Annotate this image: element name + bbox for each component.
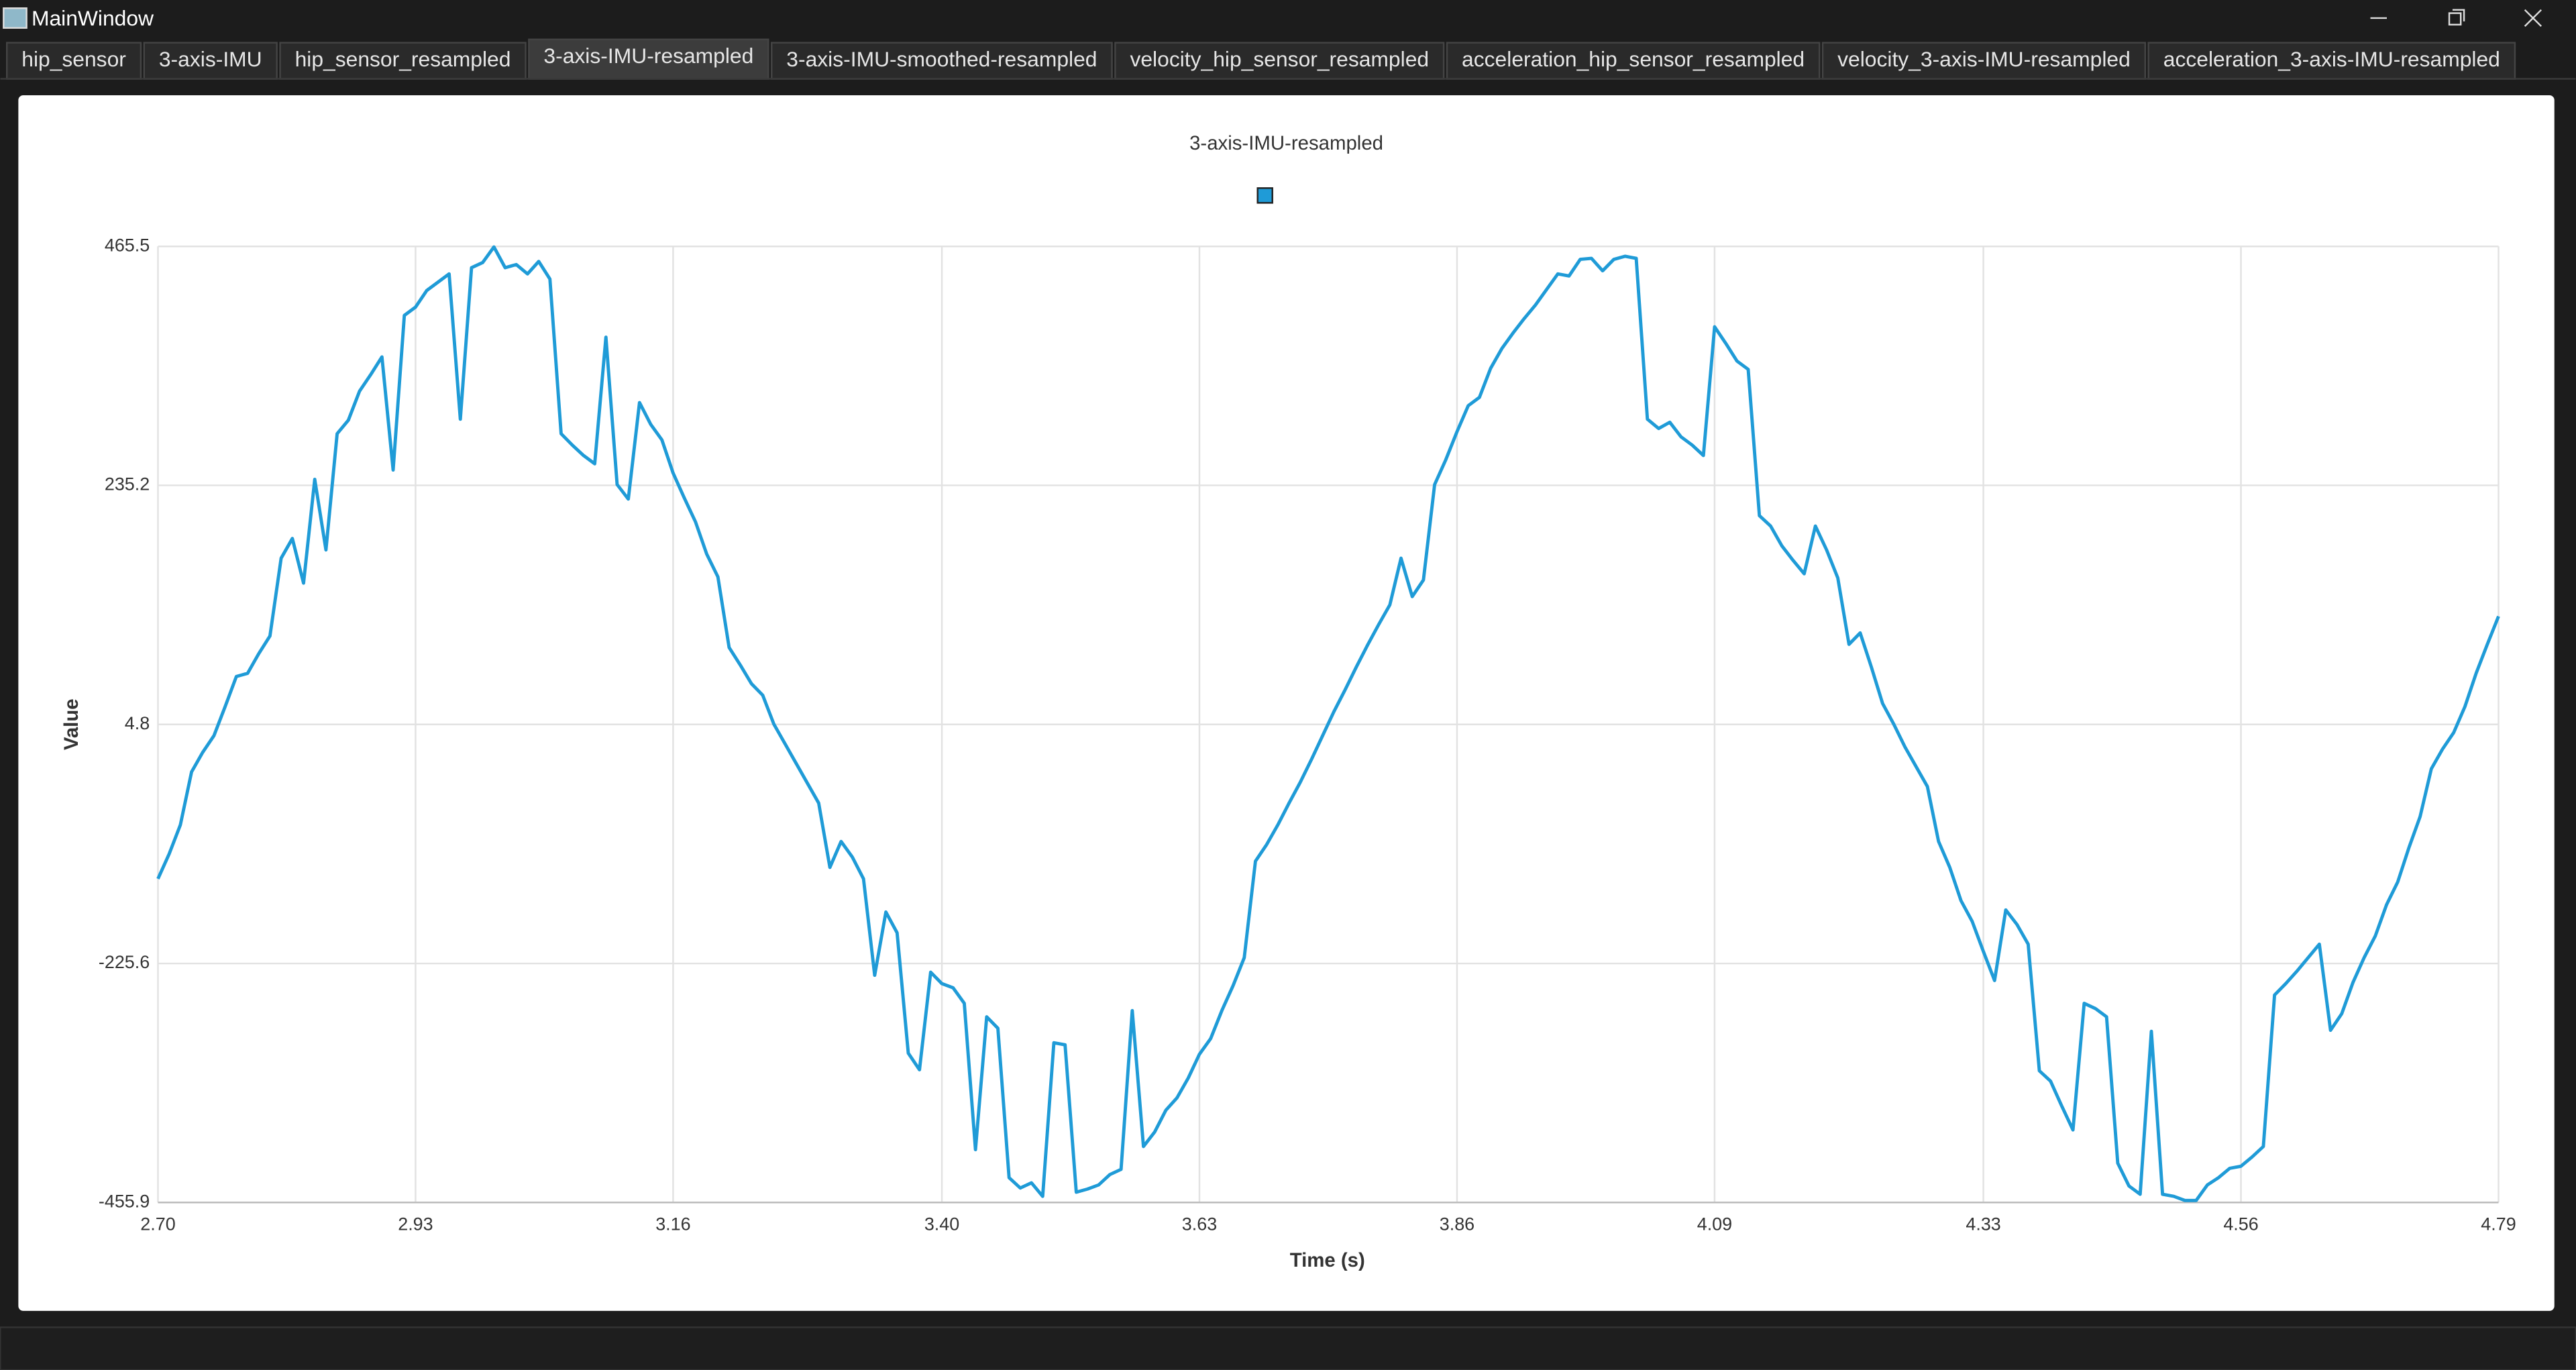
tab-background[interactable] (1114, 42, 1445, 80)
x-tick-label: 3.40 (924, 1214, 959, 1234)
tab[interactable]: velocity_3-axis-IMU-resampled (1821, 42, 2147, 80)
tab-background[interactable] (143, 42, 278, 80)
x-tick-label: 3.86 (1440, 1214, 1474, 1234)
tab[interactable]: 3-axis-IMU (143, 42, 278, 80)
x-tick-label: 2.93 (398, 1214, 433, 1234)
close-button[interactable] (2524, 9, 2542, 28)
window-title: MainWindow (32, 6, 154, 30)
y-tick-label: 235.2 (105, 474, 150, 494)
y-tick-label: 465.5 (105, 235, 150, 255)
tab-label[interactable]: 3-axis-IMU-smoothed-resampled (786, 47, 1097, 71)
x-tick-label: 4.09 (1697, 1214, 1732, 1234)
tab-label[interactable]: velocity_3-axis-IMU-resampled (1837, 47, 2131, 71)
tab[interactable]: 3-axis-IMU-smoothed-resampled (771, 42, 1113, 80)
tab-background[interactable] (279, 42, 527, 80)
tab-label[interactable]: hip_sensor (21, 47, 126, 71)
tab-label[interactable]: 3-axis-IMU (159, 47, 262, 71)
x-axis-label: Time (s) (1290, 1249, 1365, 1271)
x-tick-label: 2.70 (140, 1214, 175, 1234)
tab-bar: hip_sensor 3-axis-IMU hip_sensor_resampled… (5, 38, 2516, 80)
tab-label[interactable]: acceleration_3-axis-IMU-resampled (2163, 47, 2500, 71)
tab[interactable]: hip_sensor_resampled (279, 42, 527, 80)
restore-icon[interactable] (2452, 9, 2465, 21)
tab[interactable]: 3-axis-IMU-resampled (528, 38, 769, 80)
x-tick-label: 4.79 (2481, 1214, 2516, 1234)
status-bar (0, 1326, 2576, 1370)
legend-marker[interactable] (1256, 187, 1273, 204)
tab-label[interactable]: acceleration_hip_sensor_resampled (1462, 47, 1805, 71)
restore-button[interactable] (2448, 9, 2465, 25)
tab-background[interactable] (2147, 42, 2516, 80)
tab-background[interactable] (771, 42, 1113, 80)
x-tick-label: 3.16 (655, 1214, 690, 1234)
chart-panel (18, 95, 2555, 1311)
tab-background[interactable] (1446, 42, 1821, 80)
tab[interactable]: acceleration_3-axis-IMU-resampled (2147, 42, 2516, 80)
y-tick-label: 4.8 (125, 713, 150, 733)
restore-icon[interactable] (2448, 12, 2462, 25)
y-tick-label: -455.9 (99, 1191, 150, 1211)
tab-label[interactable]: hip_sensor_resampled (295, 47, 511, 71)
x-tick-label: 4.56 (2223, 1214, 2258, 1234)
data-line (156, 245, 2500, 1202)
tab-label[interactable]: velocity_hip_sensor_resampled (1130, 47, 1429, 71)
x-tick-label: 3.63 (1182, 1214, 1217, 1234)
y-axis-label: Value (60, 698, 83, 750)
x-tick-label: 4.33 (1966, 1214, 2000, 1234)
tab[interactable]: velocity_hip_sensor_resampled (1114, 42, 1445, 80)
chart: 3-axis-IMU-resampled Time (s) Value 465.… (60, 132, 2516, 1271)
tab-label[interactable]: 3-axis-IMU-resampled (543, 44, 753, 68)
chart-title: 3-axis-IMU-resampled (1189, 132, 1383, 154)
y-tick-label: -225.6 (99, 952, 150, 972)
tab[interactable]: acceleration_hip_sensor_resampled (1446, 42, 1821, 80)
tab[interactable]: hip_sensor (5, 42, 142, 80)
tab-background[interactable] (528, 38, 769, 80)
app-icon (3, 7, 28, 29)
tab-background[interactable] (1821, 42, 2147, 80)
